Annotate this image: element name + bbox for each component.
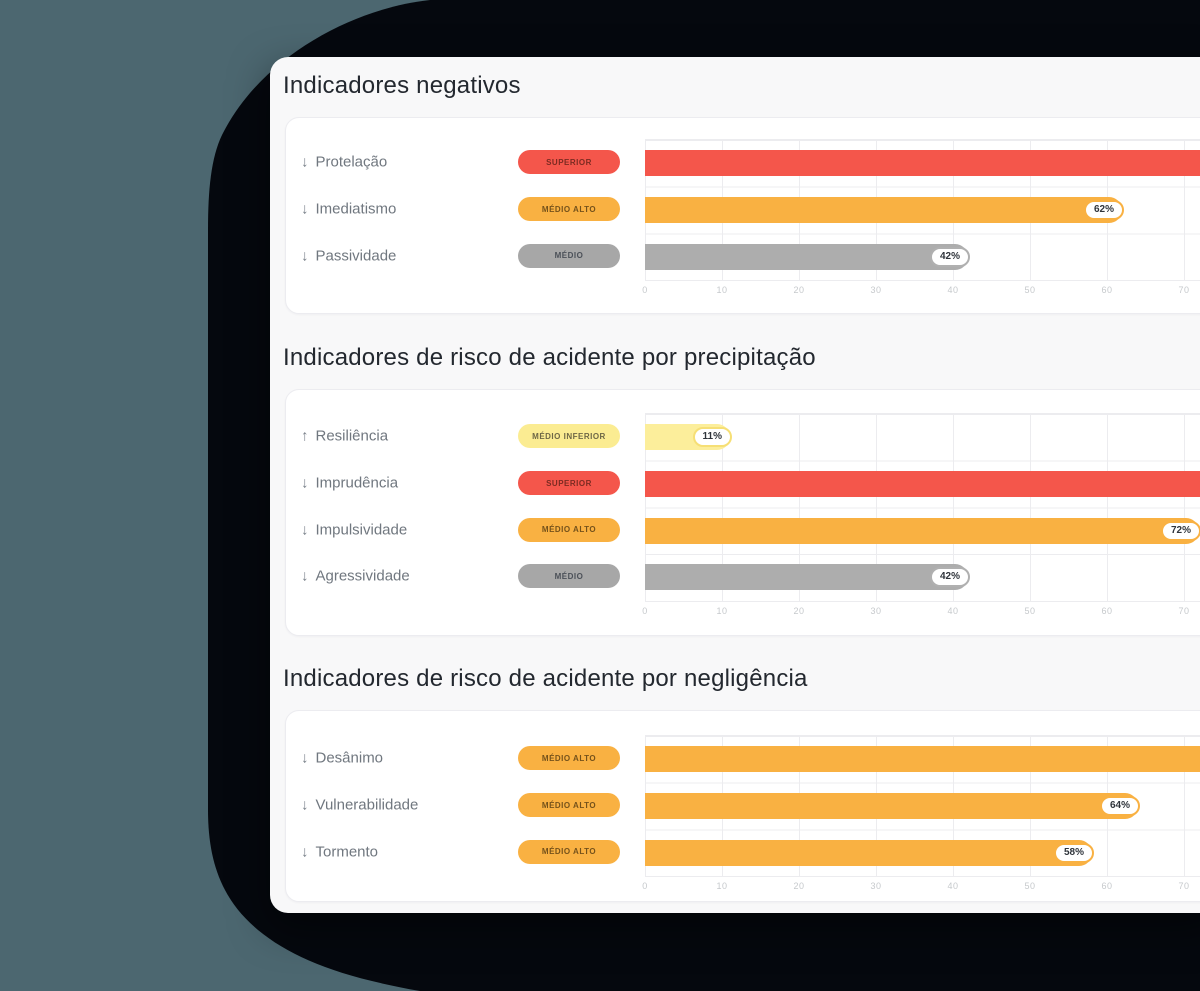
x-axis-tick-label: 20 — [793, 881, 805, 892]
x-axis-tick-label: 20 — [793, 285, 805, 296]
value-bar — [645, 746, 1200, 773]
value-bar — [645, 471, 1200, 498]
value-bar: 42% — [645, 243, 970, 270]
x-axis-tick-label: 30 — [870, 285, 882, 296]
indicator-label: ↓ Passividade — [301, 247, 396, 264]
arrow-up-icon: ↑ — [301, 427, 309, 445]
x-axis-tick-label: 70 — [1178, 285, 1190, 296]
indicator-name: Vulnerabilidade — [315, 796, 419, 814]
arrow-down-icon: ↓ — [301, 843, 309, 861]
chart-card: ↓ Desânimo MÉDIO ALTO ↓ Vulnerabilidade MÉDIO… — [285, 710, 1200, 902]
x-axis-tick-label: 0 — [642, 605, 648, 616]
indicator-name: Protelação — [315, 153, 388, 171]
level-badge: SUPERIOR — [518, 471, 620, 496]
level-badge: MÉDIO ALTO — [518, 839, 620, 864]
indicator-name: Desânimo — [315, 749, 384, 767]
chart-plot-area: 64% 58% — [645, 735, 1200, 878]
level-badge: SUPERIOR — [518, 150, 620, 175]
x-axis-tick-label: 70 — [1178, 881, 1190, 892]
x-axis-tick-label: 30 — [870, 605, 882, 616]
section-title: Indicadores de risco de acidente por pre… — [283, 344, 816, 371]
section-title: Indicadores negativos — [283, 72, 521, 99]
value-pill: 11% — [692, 427, 732, 448]
indicator-label: ↓ Imediatismo — [301, 201, 396, 218]
value-pill: 58% — [1053, 842, 1094, 863]
value-bar: 11% — [645, 424, 732, 451]
x-axis-tick-label: 40 — [947, 285, 959, 296]
chart-card: ↓ Protelação SUPERIOR ↓ Imediatismo MÉDIO ALT… — [285, 117, 1200, 314]
x-axis-tick-label: 0 — [642, 285, 648, 296]
level-badge: MÉDIO — [518, 564, 620, 589]
indicator-section: Indicadores de risco de acidente por neg… — [283, 664, 1200, 902]
level-badge: MÉDIO INFERIOR — [518, 424, 620, 449]
chart-plot-area: 11% 72% 42% — [645, 413, 1200, 602]
arrow-down-icon: ↓ — [301, 521, 309, 539]
value-pill: 72% — [1160, 520, 1200, 541]
value-pill: 42% — [929, 567, 970, 588]
value-pill: 42% — [929, 246, 970, 267]
indicator-name: Imprudência — [315, 474, 399, 492]
x-axis-tick-label: 70 — [1178, 605, 1190, 616]
x-axis-tick-label: 30 — [870, 881, 882, 892]
indicators-panel: Indicadores negativos ↓ Protelação SUPERIOR… — [270, 57, 1200, 913]
value-bar: 58% — [645, 839, 1094, 866]
level-badge: MÉDIO ALTO — [518, 793, 620, 818]
arrow-down-icon: ↓ — [301, 200, 309, 218]
x-axis-tick-label: 10 — [716, 605, 728, 616]
x-axis-tick-label: 10 — [716, 285, 728, 296]
value-bar: 72% — [645, 517, 1200, 544]
x-axis-tick-label: 40 — [947, 605, 959, 616]
indicator-name: Impulsividade — [315, 521, 408, 539]
x-axis-tick-label: 60 — [1101, 285, 1113, 296]
indicator-section: Indicadores de risco de acidente por pre… — [283, 343, 1200, 636]
value-bar: 62% — [645, 197, 1124, 224]
x-axis-tick-label: 50 — [1024, 285, 1036, 296]
x-axis-tick-label: 10 — [716, 881, 728, 892]
arrow-down-icon: ↓ — [301, 749, 309, 767]
level-badge: MÉDIO ALTO — [518, 746, 620, 771]
indicator-name: Imediatismo — [315, 200, 397, 218]
indicator-label: ↑ Resiliência — [301, 428, 388, 445]
indicator-label: ↓ Agressividade — [301, 568, 410, 585]
arrow-down-icon: ↓ — [301, 567, 309, 585]
x-axis-tick-label: 60 — [1101, 881, 1113, 892]
indicator-label: ↓ Protelação — [301, 154, 387, 171]
indicator-label: ↓ Tormento — [301, 843, 378, 860]
arrow-down-icon: ↓ — [301, 153, 309, 171]
level-badge: MÉDIO ALTO — [518, 197, 620, 222]
indicator-label: ↓ Desânimo — [301, 750, 383, 767]
value-bar: 64% — [645, 793, 1140, 820]
indicator-label: ↓ Imprudência — [301, 475, 398, 492]
indicator-section: Indicadores negativos ↓ Protelação SUPERIOR… — [283, 71, 1200, 314]
value-bar: 42% — [645, 564, 970, 591]
arrow-down-icon: ↓ — [301, 474, 309, 492]
arrow-down-icon: ↓ — [301, 796, 309, 814]
indicator-name: Tormento — [315, 843, 379, 861]
x-axis-tick-label: 50 — [1024, 605, 1036, 616]
x-axis-tick-label: 20 — [793, 605, 805, 616]
x-axis-tick-label: 50 — [1024, 881, 1036, 892]
value-bar — [645, 150, 1200, 177]
value-pill: 64% — [1099, 796, 1140, 817]
x-axis-tick-label: 60 — [1101, 605, 1113, 616]
value-pill: 62% — [1083, 200, 1124, 221]
level-badge: MÉDIO — [518, 243, 620, 268]
indicator-name: Agressividade — [315, 567, 410, 585]
x-axis-tick-label: 40 — [947, 881, 959, 892]
chart-plot-area: 62% 42% — [645, 139, 1200, 282]
section-title: Indicadores de risco de acidente por neg… — [283, 665, 808, 692]
x-axis-tick-label: 0 — [642, 881, 648, 892]
chart-card: ↑ Resiliência MÉDIO INFERIOR ↓ Imprudência SU… — [285, 389, 1200, 636]
level-badge: MÉDIO ALTO — [518, 517, 620, 542]
indicator-label: ↓ Impulsividade — [301, 521, 407, 538]
arrow-down-icon: ↓ — [301, 247, 309, 265]
indicator-name: Resiliência — [315, 427, 389, 445]
indicator-label: ↓ Vulnerabilidade — [301, 797, 418, 814]
indicator-name: Passividade — [315, 247, 397, 265]
